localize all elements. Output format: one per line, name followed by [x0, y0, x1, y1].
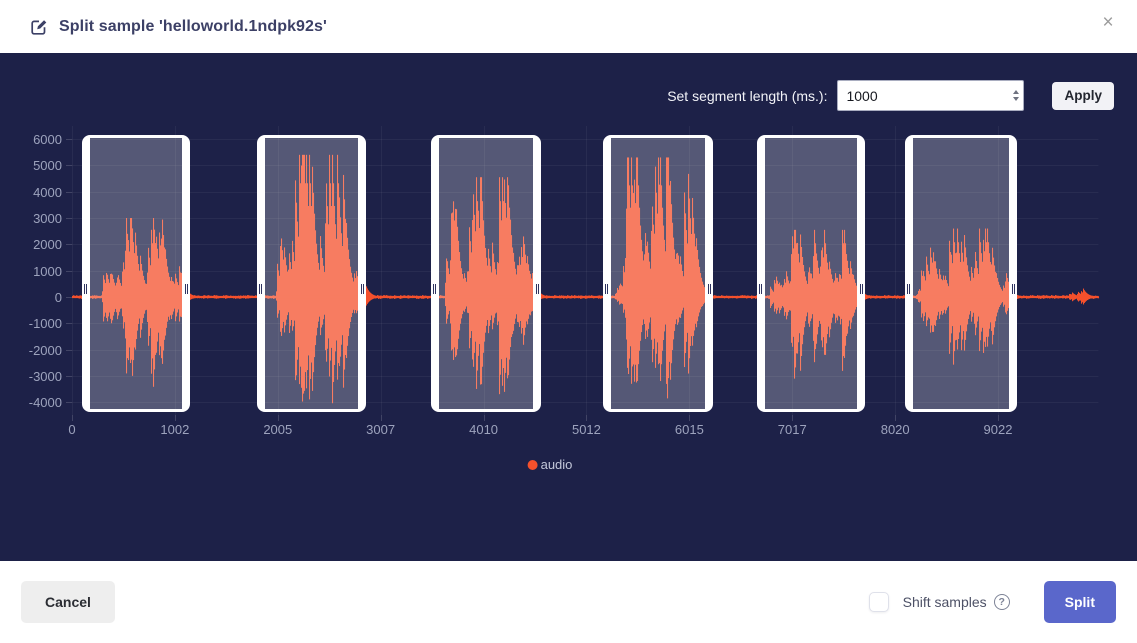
y-tick-label: 0: [54, 290, 62, 305]
edit-icon: [30, 18, 48, 36]
help-icon[interactable]: ?: [993, 594, 1010, 610]
y-tick-label: 2000: [33, 237, 62, 253]
segment-resize-handle-right[interactable]: [360, 284, 364, 294]
x-tick-label: 1002: [160, 422, 190, 437]
dialog-header: Split sample 'helloworld.1ndpk92s' ×: [0, 0, 1137, 53]
y-tick-label: -2000: [28, 342, 62, 358]
legend-label: audio: [540, 457, 573, 472]
x-tick-label: 9022: [983, 422, 1013, 437]
segment-box[interactable]: [256, 135, 366, 412]
legend: audio: [527, 457, 573, 472]
segment-resize-handle-left[interactable]: [83, 284, 87, 294]
segment-resize-handle-right[interactable]: [707, 284, 711, 294]
x-tick-label: 2005: [263, 422, 293, 437]
x-tick-label: 6015: [674, 422, 704, 437]
segment-resize-handle-right[interactable]: [1012, 284, 1015, 294]
y-tick-label: 1000: [33, 263, 62, 279]
x-tick-label: 4010: [469, 422, 499, 437]
close-icon[interactable]: ×: [1096, 11, 1120, 35]
segment-resize-handle-right[interactable]: [859, 284, 863, 294]
dialog-footer: Cancel Shift samples ? Split: [0, 561, 1137, 643]
segment-box[interactable]: [756, 135, 865, 412]
segment-resize-handle-left[interactable]: [604, 284, 608, 294]
segment-box[interactable]: [81, 135, 191, 412]
number-spinner-icon[interactable]: [1013, 80, 1020, 111]
chart-panel: Set segment length (ms.): Apply 6000 5000…: [0, 53, 1137, 561]
y-tick-label: -4000: [28, 395, 62, 411]
x-tick-label: 0: [68, 422, 76, 437]
segment-length-input-wrap: [837, 80, 1025, 111]
x-tick-label: 8020: [880, 422, 910, 437]
apply-button[interactable]: Apply: [1052, 81, 1114, 110]
shift-samples-label: Shift samples: [902, 594, 987, 610]
legend-marker-icon: [527, 459, 538, 470]
footer-right-group: Shift samples ? Split: [868, 581, 1116, 623]
y-tick-label: 3000: [33, 211, 62, 226]
x-tick-label: 7017: [777, 422, 807, 437]
y-tick-label: 5000: [33, 158, 62, 174]
segment-length-controls: Set segment length (ms.): Apply: [667, 80, 1114, 111]
cancel-button[interactable]: Cancel: [21, 581, 115, 623]
segment-length-label: Set segment length (ms.):: [667, 87, 828, 104]
y-tick-label: 4000: [33, 184, 62, 200]
segment-resize-handle-left[interactable]: [906, 284, 910, 294]
y-tick-label: -1000: [28, 316, 62, 332]
segment-resize-handle-right[interactable]: [185, 284, 189, 294]
segment-resize-handle-left[interactable]: [433, 284, 437, 294]
segment-box[interactable]: [602, 135, 713, 412]
segment-box[interactable]: [904, 135, 1017, 412]
split-button[interactable]: Split: [1043, 581, 1116, 623]
y-tick-label: -3000: [28, 368, 62, 384]
x-tick-label: 5012: [571, 422, 601, 437]
segment-resize-handle-left[interactable]: [258, 284, 262, 294]
segment-box[interactable]: [431, 135, 541, 412]
segment-resize-handle-right[interactable]: [535, 284, 539, 294]
dialog-title: Split sample 'helloworld.1ndpk92s': [59, 17, 327, 35]
shift-samples-checkbox[interactable]: [868, 592, 889, 612]
x-tick-label: 3007: [366, 422, 396, 437]
segment-resize-handle-left[interactable]: [758, 284, 762, 294]
segment-length-input[interactable]: [837, 80, 1025, 111]
y-tick-label: 6000: [33, 132, 62, 148]
